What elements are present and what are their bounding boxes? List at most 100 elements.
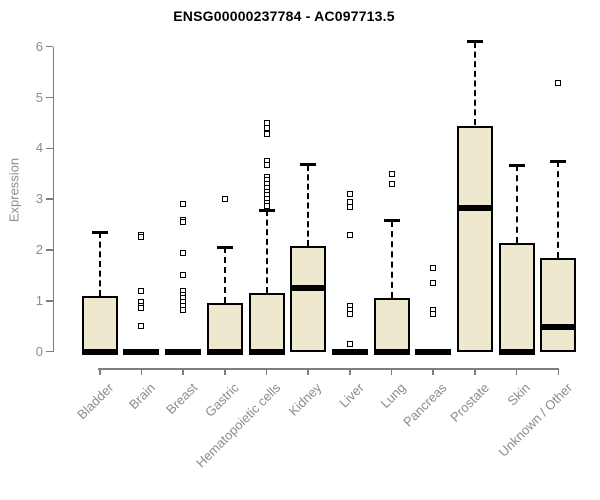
x-axis-category-label: Lung — [377, 380, 409, 412]
median-line — [248, 348, 285, 355]
y-axis-tick — [45, 350, 53, 353]
y-axis-tick — [45, 198, 53, 200]
median-line — [540, 324, 577, 331]
x-axis-tick — [432, 369, 434, 375]
boxplot-box — [373, 298, 410, 352]
boxplot-box — [248, 293, 285, 352]
whisker-cap — [508, 163, 525, 167]
median-line — [415, 348, 452, 355]
x-axis-category-label: Unknown / Other — [495, 380, 575, 460]
whisker-cap — [216, 245, 233, 249]
whisker-line — [557, 161, 560, 258]
outlier-point — [346, 341, 353, 348]
x-axis-category-label: Pancreas — [400, 380, 450, 430]
x-axis-category-label: Brain — [126, 380, 159, 413]
median-line — [498, 348, 535, 355]
median-line — [81, 348, 118, 355]
boxplot-box — [81, 295, 118, 352]
whisker-line — [98, 232, 101, 296]
whisker-cap — [550, 159, 567, 163]
whisker-cap — [466, 40, 483, 44]
outlier-point — [346, 203, 353, 210]
outlier-point — [388, 170, 395, 177]
whisker-cap — [383, 219, 400, 223]
median-line — [456, 205, 493, 212]
y-axis-tick-label: 1 — [35, 292, 43, 308]
x-axis-category-label: Liver — [335, 380, 367, 411]
x-axis-tick — [224, 369, 226, 375]
whisker-line — [390, 220, 393, 299]
y-axis-tick — [45, 45, 53, 48]
outlier-point — [180, 272, 187, 279]
outlier-point — [138, 234, 145, 241]
median-line — [290, 285, 327, 292]
median-line — [331, 348, 368, 355]
boxplot-box — [540, 257, 577, 352]
boxplot-box — [290, 246, 327, 352]
y-axis-tick-label: 0 — [35, 343, 43, 359]
outlier-point — [430, 280, 437, 287]
outlier-point — [430, 310, 437, 317]
x-axis-tick — [99, 369, 101, 375]
whisker-line — [223, 247, 226, 304]
x-axis-category-label: Gastric — [201, 380, 242, 420]
outlier-point — [263, 202, 270, 209]
whisker-cap — [258, 208, 275, 212]
x-axis-tick — [349, 369, 351, 375]
median-line — [206, 348, 243, 355]
outlier-point — [138, 323, 145, 330]
x-axis-tick — [307, 369, 309, 375]
outlier-point — [263, 125, 270, 132]
boxplot-box — [456, 125, 493, 352]
y-axis-tick-label: 6 — [35, 38, 43, 54]
x-axis-tick — [515, 369, 518, 375]
whisker-line — [473, 41, 476, 126]
x-axis-tick — [474, 369, 476, 375]
boxplot-box — [206, 303, 243, 352]
outlier-point — [180, 219, 187, 226]
y-axis-tick — [45, 249, 53, 251]
outlier-point — [180, 306, 187, 313]
x-axis-line — [98, 368, 559, 370]
x-axis-tick — [140, 369, 143, 375]
y-axis-tick — [45, 300, 53, 302]
outlier-point — [388, 180, 395, 187]
x-axis-category-label: Breast — [162, 380, 200, 418]
outlier-point — [346, 310, 353, 317]
outlier-point — [180, 201, 187, 208]
x-axis-tick — [182, 369, 184, 375]
y-axis-tick-label: 4 — [35, 140, 43, 156]
x-axis-category-label: Kidney — [286, 380, 325, 419]
x-axis-category-label: Prostate — [446, 380, 492, 425]
x-axis-tick — [557, 369, 560, 375]
x-axis-category-label: Skin — [504, 380, 534, 409]
outlier-point — [346, 191, 353, 198]
y-axis-tick — [45, 147, 53, 150]
x-axis-tick — [265, 369, 268, 375]
outlier-point — [555, 80, 562, 87]
y-axis-tick-label: 2 — [35, 242, 43, 258]
outlier-point — [430, 264, 437, 271]
y-axis-line — [52, 46, 54, 352]
outlier-point — [138, 287, 145, 294]
whisker-line — [307, 164, 310, 247]
chart-title: ENSG00000237784 - AC097713.5 — [173, 8, 395, 24]
x-axis-tick — [390, 369, 393, 375]
outlier-point — [263, 131, 270, 138]
boxplot-box — [498, 243, 535, 352]
median-line — [123, 348, 160, 355]
y-axis-tick-label: 5 — [35, 89, 43, 105]
median-line — [373, 348, 410, 355]
outlier-point — [180, 249, 187, 256]
whisker-line — [515, 165, 518, 244]
whisker-line — [265, 210, 268, 294]
outlier-point — [138, 305, 145, 312]
whisker-cap — [91, 230, 108, 234]
median-line — [165, 348, 202, 355]
outlier-point — [221, 196, 228, 203]
outlier-point — [263, 161, 270, 168]
y-axis-tick — [45, 96, 53, 99]
outlier-point — [346, 231, 353, 238]
